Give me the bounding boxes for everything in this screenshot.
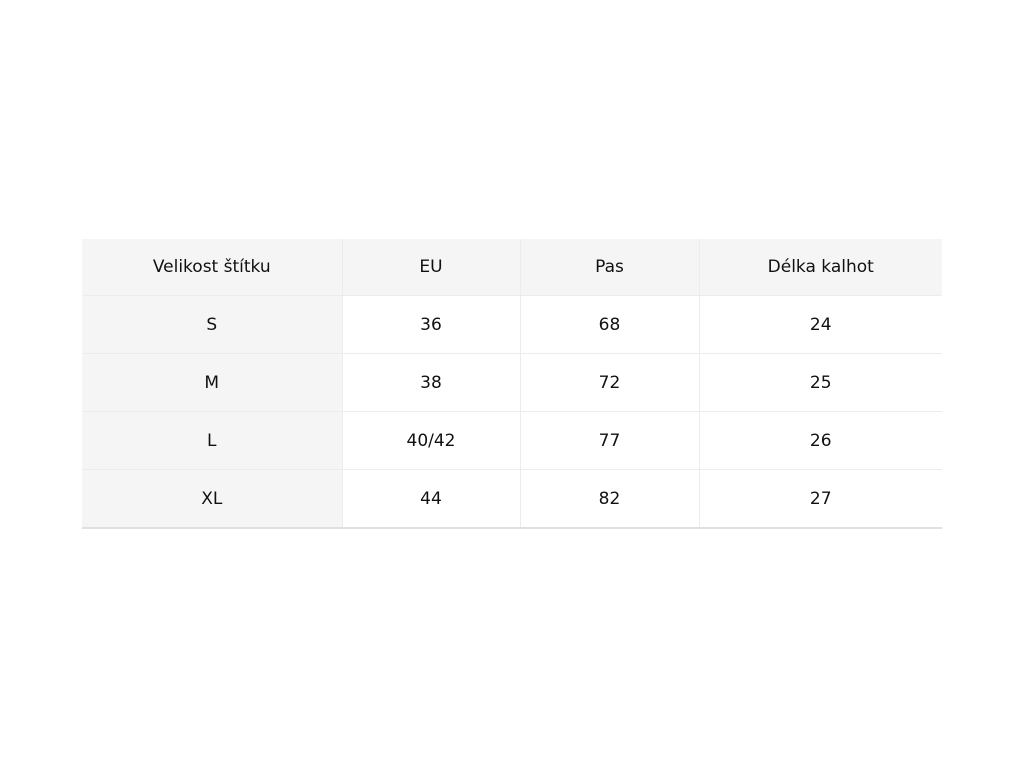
cell-waist: 82 (520, 469, 700, 529)
cell-eu: 36 (342, 295, 521, 354)
cell-eu: 38 (342, 353, 521, 412)
cell-eu: 44 (342, 469, 521, 529)
table-row: L 40/42 77 26 (82, 411, 942, 470)
cell-length: 25 (699, 353, 942, 412)
cell-length: 27 (699, 469, 942, 529)
header-eu: EU (342, 239, 521, 296)
cell-size: L (82, 411, 343, 470)
cell-waist: 77 (520, 411, 700, 470)
size-chart-table: Velikost štítku EU Pas Délka kalhot S 36… (82, 239, 942, 529)
header-label-size: Velikost štítku (82, 239, 343, 296)
cell-length: 26 (699, 411, 942, 470)
table-row: M 38 72 25 (82, 353, 942, 412)
header-trouser-length: Délka kalhot (699, 239, 942, 296)
cell-waist: 72 (520, 353, 700, 412)
table-row: S 36 68 24 (82, 295, 942, 354)
cell-size: XL (82, 469, 343, 529)
cell-eu: 40/42 (342, 411, 521, 470)
table-row: XL 44 82 27 (82, 469, 942, 529)
cell-waist: 68 (520, 295, 700, 354)
cell-length: 24 (699, 295, 942, 354)
table-header-row: Velikost štítku EU Pas Délka kalhot (82, 239, 942, 296)
cell-size: M (82, 353, 343, 412)
cell-size: S (82, 295, 343, 354)
header-waist: Pas (520, 239, 700, 296)
